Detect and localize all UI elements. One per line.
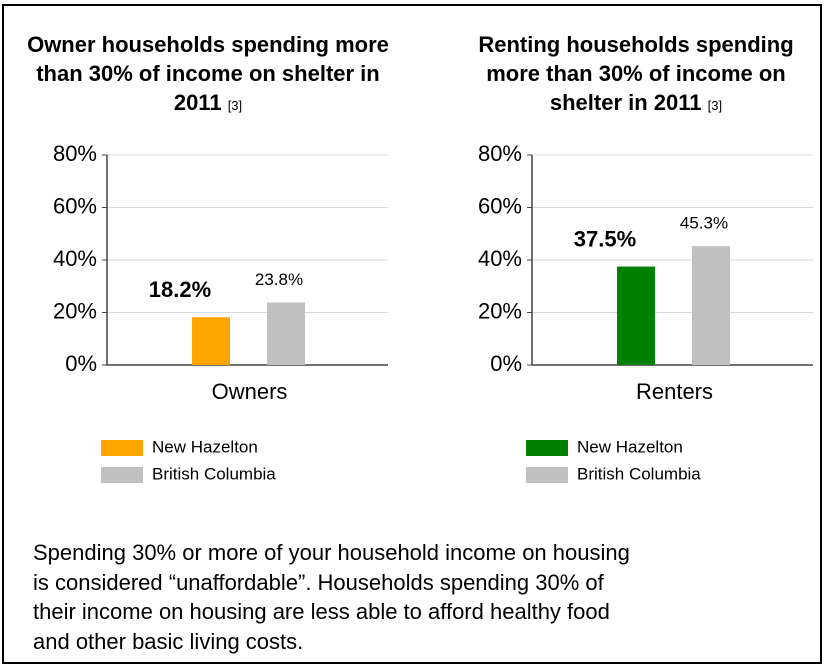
- chart-title: Owner households spending more than 30% …: [27, 32, 389, 115]
- y-tick-label: 0%: [490, 351, 522, 376]
- y-tick-label: 60%: [478, 193, 522, 218]
- legend-swatch: [101, 440, 143, 456]
- value-label: 18.2%: [149, 277, 211, 302]
- y-tick-label: 80%: [478, 141, 522, 166]
- y-tick-label: 80%: [53, 141, 97, 166]
- y-tick-label: 60%: [53, 193, 97, 218]
- bar: [192, 317, 230, 365]
- reference: [3]: [227, 98, 243, 113]
- chart-title-box: Renting households spending more than 30…: [462, 30, 810, 120]
- y-tick-label: 20%: [478, 298, 522, 323]
- legend-swatch: [101, 467, 143, 483]
- y-tick-label: 40%: [478, 246, 522, 271]
- chart-title-box: Owner households spending more than 30% …: [22, 30, 394, 120]
- value-label: 23.8%: [255, 270, 303, 289]
- legend-label: New Hazelton: [152, 437, 258, 456]
- value-label: 37.5%: [574, 226, 636, 251]
- bar: [692, 246, 730, 365]
- x-tick-label: Renters: [636, 379, 713, 404]
- legend-label: British Columbia: [152, 464, 276, 483]
- legend-label: British Columbia: [577, 464, 701, 483]
- y-tick-label: 0%: [65, 351, 97, 376]
- reference: [3]: [707, 98, 723, 113]
- x-tick-label: Owners: [212, 379, 288, 404]
- legend-label: New Hazelton: [577, 437, 683, 456]
- y-tick-label: 40%: [53, 246, 97, 271]
- note: Spending 30% or more of your household i…: [33, 540, 630, 654]
- value-label: 45.3%: [680, 214, 728, 233]
- bar: [617, 266, 655, 365]
- legend-swatch: [526, 440, 568, 456]
- chart-title: Renting households spending more than 30…: [478, 32, 794, 115]
- y-tick-label: 20%: [53, 298, 97, 323]
- bar: [267, 302, 305, 365]
- legend-swatch: [526, 467, 568, 483]
